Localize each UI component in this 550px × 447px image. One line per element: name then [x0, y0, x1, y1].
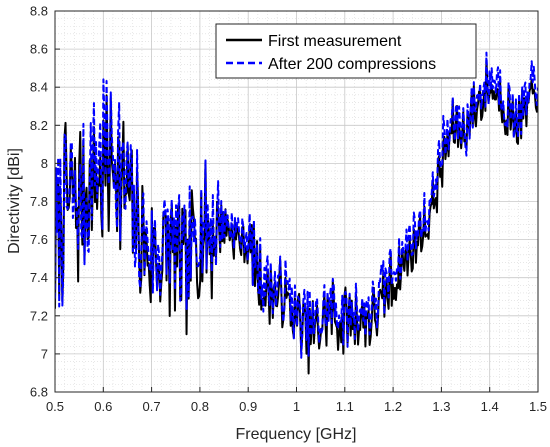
y-axis-label: Directivity [dBi]: [6, 148, 23, 254]
y-tick-label: 7: [41, 346, 48, 361]
series-line-after-compressions: [55, 51, 538, 359]
y-tick-label: 8.4: [30, 80, 48, 95]
x-tick-label: 1.1: [336, 399, 354, 414]
legend-box: [215, 23, 477, 79]
legend-label-first-measurement: First measurement: [268, 33, 402, 50]
x-tick-label: 0.6: [94, 399, 112, 414]
x-tick-label: 1.4: [481, 399, 499, 414]
x-tick-label: 1.2: [384, 399, 402, 414]
y-tick-label: 8.6: [30, 42, 48, 57]
x-tick-label: 1.3: [432, 399, 450, 414]
x-tick-label: 1: [293, 399, 300, 414]
legend-label-after-compressions: After 200 compressions: [268, 56, 436, 73]
x-tick-label: 0.5: [46, 399, 64, 414]
y-tick-label: 8: [41, 156, 48, 171]
y-tick-label: 7.6: [30, 232, 48, 247]
y-tick-label: 8.2: [30, 118, 48, 133]
series-layer: [55, 51, 538, 375]
y-tick-label: 8.8: [30, 4, 48, 19]
legend: First measurement After 200 compressions: [215, 23, 477, 79]
x-axis-label: Frequency [GHz]: [236, 426, 357, 443]
x-tick-label: 0.8: [191, 399, 209, 414]
y-tick-label: 7.2: [30, 308, 48, 323]
x-tick-label: 0.9: [239, 399, 257, 414]
y-tick-label: 7.8: [30, 194, 48, 209]
axis-ticks: 0.5 0.6 0.7 0.8 0.9 1 1.1 1.2 1.3 1.4 1.5 6.8 7 7.2 7.…: [30, 4, 547, 415]
x-tick-label: 1.5: [529, 399, 547, 414]
y-tick-label: 7.4: [30, 270, 48, 285]
y-tick-label: 6.8: [30, 385, 48, 400]
x-tick-label: 0.7: [143, 399, 161, 414]
